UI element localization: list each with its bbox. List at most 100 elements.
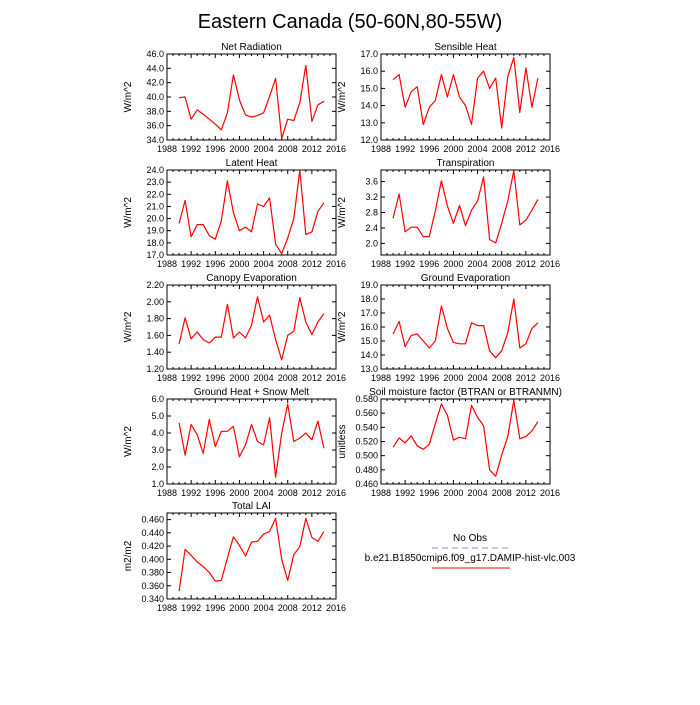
x-tick-label: 1992	[181, 603, 201, 613]
y-tick-label: 0.540	[355, 422, 378, 432]
x-tick-label: 2004	[468, 144, 488, 154]
y-tick-label: 17.0	[360, 308, 378, 318]
x-tick-label: 1988	[371, 259, 391, 269]
plot-frame	[380, 284, 551, 370]
x-tick-label: 2012	[516, 488, 536, 498]
y-axis-label: m2/m2	[123, 540, 134, 571]
legend-model-label: b.e21.B1850cmip6.f09_g17.DAMIP-hist-vlc.…	[365, 553, 576, 564]
y-tick-label: 0.560	[355, 408, 378, 418]
x-tick-label: 2000	[229, 259, 249, 269]
y-tick-label: 1.40	[146, 347, 164, 357]
x-tick-label: 2008	[278, 144, 298, 154]
y-tick-label: 14.0	[360, 101, 378, 111]
legend-obs-label: No Obs	[453, 533, 487, 544]
y-tick-label: 42.0	[146, 78, 164, 88]
x-tick-label: 2008	[492, 144, 512, 154]
y-tick-label: 0.580	[355, 394, 378, 404]
y-tick-label: 4.0	[151, 428, 164, 438]
chart-panel: Ground Evaporation W/m^2 1988 1992 1996 2000 2…	[337, 273, 560, 383]
y-axis-label: W/m^2	[337, 197, 348, 228]
x-tick-label: 1996	[205, 373, 225, 383]
y-tick-label: 0.480	[355, 465, 378, 475]
x-tick-label: 2012	[302, 373, 322, 383]
x-tick-label: 1996	[419, 373, 439, 383]
x-tick-label: 1996	[205, 144, 225, 154]
x-tick-label: 1992	[181, 144, 201, 154]
x-tick-label: 2016	[326, 259, 346, 269]
y-tick-label: 1.80	[146, 314, 164, 324]
x-tick-label: 2016	[540, 259, 560, 269]
figure-title: Eastern Canada (50-60N,80-55W)	[198, 11, 503, 33]
y-tick-label: 14.0	[360, 350, 378, 360]
x-tick-label: 1988	[371, 488, 391, 498]
x-tick-label: 2012	[516, 373, 536, 383]
series-line	[178, 517, 325, 592]
y-tick-label: 0.380	[141, 568, 164, 578]
y-tick-label: 18.0	[360, 294, 378, 304]
y-tick-label: 17.0	[146, 250, 164, 260]
y-tick-label: 2.0	[365, 238, 378, 248]
y-tick-label: 18.0	[146, 238, 164, 248]
y-tick-label: 0.520	[355, 437, 378, 447]
y-tick-label: 0.500	[355, 451, 378, 461]
x-tick-label: 1988	[157, 259, 177, 269]
y-tick-label: 36.0	[146, 121, 164, 131]
x-tick-label: 1988	[157, 144, 177, 154]
x-tick-label: 2008	[492, 259, 512, 269]
x-tick-label: 2004	[468, 373, 488, 383]
y-tick-label: 0.460	[355, 479, 378, 489]
x-tick-label: 2016	[326, 603, 346, 613]
x-tick-label: 1992	[395, 144, 415, 154]
series-line	[179, 64, 325, 140]
series-line	[392, 56, 539, 129]
x-tick-label: 1996	[419, 144, 439, 154]
x-tick-label: 2004	[254, 603, 274, 613]
x-tick-label: 2004	[468, 259, 488, 269]
y-tick-label: 15.0	[360, 336, 378, 346]
y-tick-label: 1.60	[146, 330, 164, 340]
y-tick-label: 23.0	[146, 177, 164, 187]
chart-panel: Transpiration W/m^2 1988 1992 1996 2000 2004 20…	[337, 158, 560, 269]
x-tick-label: 1988	[157, 373, 177, 383]
x-tick-label: 2008	[492, 373, 512, 383]
x-tick-label: 2012	[302, 488, 322, 498]
y-tick-label: 2.8	[365, 208, 378, 218]
x-tick-label: 2016	[326, 488, 346, 498]
x-tick-label: 2016	[326, 144, 346, 154]
x-tick-label: 2000	[443, 259, 463, 269]
x-tick-label: 2012	[516, 259, 536, 269]
y-axis-label: W/m^2	[337, 81, 348, 112]
series-line	[392, 170, 539, 244]
plot-frame	[166, 169, 337, 256]
x-tick-label: 2000	[443, 488, 463, 498]
y-tick-label: 1.20	[146, 364, 164, 374]
y-axis-label: W/m^2	[123, 311, 134, 342]
x-tick-label: 2012	[516, 144, 536, 154]
x-tick-label: 2008	[278, 488, 298, 498]
y-tick-label: 3.0	[151, 445, 164, 455]
y-tick-label: 17.0	[360, 49, 378, 59]
y-tick-label: 40.0	[146, 92, 164, 102]
y-tick-label: 24.0	[146, 165, 164, 175]
x-tick-label: 1996	[205, 259, 225, 269]
panel-title: Transpiration	[437, 158, 495, 169]
chart-panel: Soil moisture factor (BTRAN or BTRANMN) u…	[337, 387, 562, 498]
plot-frame	[380, 53, 551, 141]
x-tick-label: 2000	[229, 144, 249, 154]
plot-frame	[166, 53, 337, 141]
plot-frame	[380, 169, 551, 256]
x-tick-label: 1992	[181, 373, 201, 383]
y-tick-label: 34.0	[146, 135, 164, 145]
y-axis-label: W/m^2	[123, 426, 134, 457]
y-tick-label: 5.0	[151, 411, 164, 421]
x-tick-label: 1988	[157, 603, 177, 613]
y-tick-label: 44.0	[146, 63, 164, 73]
x-tick-label: 2000	[229, 488, 249, 498]
chart-panel: Sensible Heat W/m^2 1988 1992 1996 2000 2004 20…	[337, 42, 560, 154]
y-tick-label: 2.4	[365, 223, 378, 233]
y-tick-label: 2.00	[146, 297, 164, 307]
x-tick-label: 2004	[254, 144, 274, 154]
x-tick-label: 1996	[419, 488, 439, 498]
series-line	[392, 298, 539, 359]
